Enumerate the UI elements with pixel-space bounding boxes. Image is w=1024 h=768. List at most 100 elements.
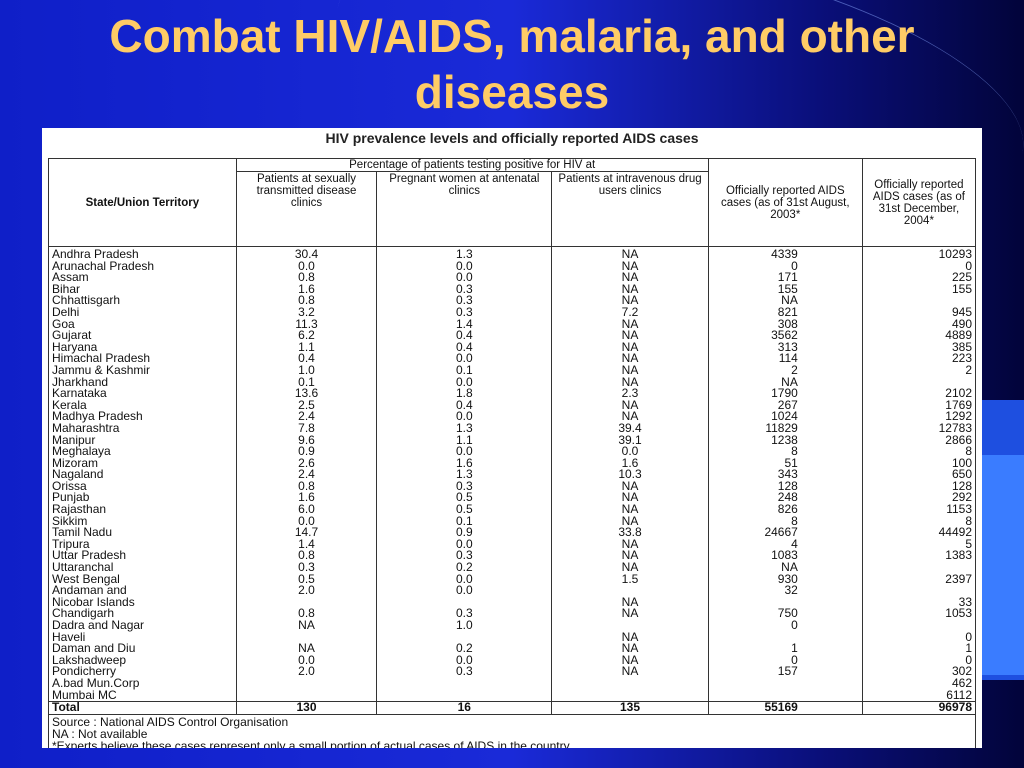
idu-clinic-cell: NA xyxy=(551,376,709,389)
state-cell: Mumbai MC xyxy=(48,689,237,702)
aids-2004-cell: 2 xyxy=(861,364,977,377)
idu-clinic-cell: NA xyxy=(551,538,709,551)
total-aids-2003-cell: 55169 xyxy=(707,701,863,715)
table-row: Daman and Diu NA 0.2 NA 1 1 xyxy=(48,642,977,655)
std-clinics-header: Patients at sexually transmitted disease… xyxy=(235,171,378,247)
hiv-aids-table: State/Union Territory Percentage of pati… xyxy=(48,158,977,748)
table-image-panel: HIV prevalence levels and officially rep… xyxy=(42,128,982,748)
table-row: Delhi 3.2 0.3 7.2 821 945 xyxy=(48,306,977,319)
aids-2004-cell xyxy=(861,562,977,574)
state-cell: Daman and Diu xyxy=(48,642,237,655)
aids-2004-cell: 650 xyxy=(861,468,977,481)
state-cell: Madhya Pradesh xyxy=(48,411,237,423)
antenatal-cell xyxy=(376,677,553,690)
aids-2004-cell: 155 xyxy=(861,283,977,296)
table-row: Uttar Pradesh 0.8 0.3 NA 1083 1383 xyxy=(48,550,977,563)
idu-clinic-cell: 33.8 xyxy=(551,526,709,539)
slide-title: Combat HIV/AIDS, malaria, and other dise… xyxy=(109,10,915,118)
table-row: Tamil Nadu 14.7 0.9 33.8 24667 44492 xyxy=(48,526,977,539)
idu-clinic-cell: 1.6 xyxy=(551,457,709,470)
aids-2004-cell: 302 xyxy=(861,666,977,678)
idu-clinic-cell: NA xyxy=(551,550,709,563)
aids-2004-cell: 1153 xyxy=(861,503,977,516)
aids-2004-cell xyxy=(861,585,977,597)
idu-clinic-cell: 1.5 xyxy=(551,573,709,586)
state-cell: Jammu & Kashmir xyxy=(48,364,237,377)
idu-clinic-cell: NA xyxy=(551,596,709,609)
table-row: Tripura 1.4 0.0 NA 4 5 xyxy=(48,538,977,551)
idu-clinic-cell: 2.3 xyxy=(551,387,709,400)
table-row: Chhattisgarh 0.8 0.3 NA NA xyxy=(48,295,977,307)
table-row: Nagaland 2.4 1.3 10.3 343 650 xyxy=(48,468,977,481)
table-row: Assam 0.8 0.0 NA 171 225 xyxy=(48,271,977,284)
state-cell: Sikkim xyxy=(48,515,237,528)
state-cell: Manipur xyxy=(48,434,237,447)
state-cell: Haryana xyxy=(48,341,237,354)
aids-2004-cell: 8 xyxy=(861,515,977,528)
state-cell: A.bad Mun.Corp xyxy=(48,677,237,690)
state-cell: Andhra Pradesh xyxy=(48,246,237,261)
state-cell: Arunachal Pradesh xyxy=(48,260,237,273)
aids-2004-cell: 945 xyxy=(861,306,977,319)
total-row: Total 130 16 135 55169 96978 xyxy=(48,701,977,715)
idu-clinic-cell xyxy=(551,677,709,690)
state-cell: Karnataka xyxy=(48,387,237,400)
table-row: Manipur 9.6 1.1 39.1 1238 2866 xyxy=(48,434,977,447)
idu-clinic-cell: NA xyxy=(551,654,709,667)
idu-clinic-cell xyxy=(551,620,709,632)
aids-2003-cell xyxy=(707,677,863,690)
aids-2004-cell: 490 xyxy=(861,318,977,331)
aids-2004-cell: 33 xyxy=(861,596,977,609)
aids-2004-cell: 128 xyxy=(861,480,977,493)
state-cell: Chhattisgarh xyxy=(48,295,237,307)
aids-2004-cell: 2102 xyxy=(861,387,977,400)
note-line: NA : Not available xyxy=(52,726,148,741)
idu-clinic-cell: 39.1 xyxy=(551,434,709,447)
table-row: Mizoram 2.6 1.6 1.6 51 100 xyxy=(48,457,977,470)
aids-2004-cell: 4889 xyxy=(861,329,977,342)
idu-clinic-cell: NA xyxy=(551,318,709,331)
idu-clinic-cell: NA xyxy=(551,515,709,528)
idu-clinic-cell: NA xyxy=(551,561,709,574)
aids-2004-cell: 100 xyxy=(861,457,977,470)
table-row: Himachal Pradesh 0.4 0.0 NA 114 223 xyxy=(48,353,977,365)
aids-2004-cell: 8 xyxy=(861,445,977,458)
idu-clinic-cell: NA xyxy=(551,642,709,655)
aids-2004-cell: 1 xyxy=(861,642,977,655)
idu-clinic-cell: NA xyxy=(551,492,709,505)
idu-clinic-cell: NA xyxy=(551,503,709,516)
aids-2003-cell: 0 xyxy=(707,619,863,632)
table-row: Karnataka 13.6 1.8 2.3 1790 2102 xyxy=(48,387,977,400)
table-row: Jammu & Kashmir 1.0 0.1 NA 2 2 xyxy=(48,364,977,377)
table-row: Arunachal Pradesh 0.0 0.0 NA 0 0 xyxy=(48,260,977,273)
state-cell: Jharkhand xyxy=(48,376,237,389)
idu-clinic-cell: NA xyxy=(551,666,709,678)
idu-clinic-cell: NA xyxy=(551,631,709,644)
idu-clinic-cell: NA xyxy=(551,608,709,620)
table-row: West Bengal 0.5 0.0 1.5 930 2397 xyxy=(48,573,977,586)
table-row: Punjab 1.6 0.5 NA 248 292 xyxy=(48,492,977,505)
state-cell: Maharashtra xyxy=(48,422,237,435)
aids-2004-cell: 1053 xyxy=(861,608,977,620)
aids-cases-2003-header: Officially reported AIDS cases (as of 31… xyxy=(707,158,863,247)
table-row: Orissa 0.8 0.3 NA 128 128 xyxy=(48,480,977,493)
table-row: Kerala 2.5 0.4 NA 267 1769 xyxy=(48,399,977,412)
aids-2004-cell xyxy=(861,295,977,307)
aids-2003-cell: 32 xyxy=(707,584,863,597)
state-cell: Kerala xyxy=(48,399,237,412)
state-cell: Tamil Nadu xyxy=(48,526,237,539)
state-cell: Uttar Pradesh xyxy=(48,550,237,563)
aids-2004-cell: 292 xyxy=(861,492,977,505)
aids-2004-cell xyxy=(861,620,977,632)
idu-clinic-cell: NA xyxy=(551,295,709,307)
state-cell: Orissa xyxy=(48,480,237,493)
aids-2004-cell: 225 xyxy=(861,271,977,284)
state-cell: Punjab xyxy=(48,492,237,505)
idu-clinic-cell xyxy=(551,689,709,702)
idu-clinics-header: Patients at intravenous drug users clini… xyxy=(551,171,709,247)
idu-clinic-cell: 10.3 xyxy=(551,468,709,481)
aids-2003-cell: 114 xyxy=(707,353,863,365)
state-cell: Nicobar Islands xyxy=(48,596,237,609)
aids-2003-cell: 157 xyxy=(707,666,863,678)
aids-2004-cell: 1769 xyxy=(861,399,977,412)
